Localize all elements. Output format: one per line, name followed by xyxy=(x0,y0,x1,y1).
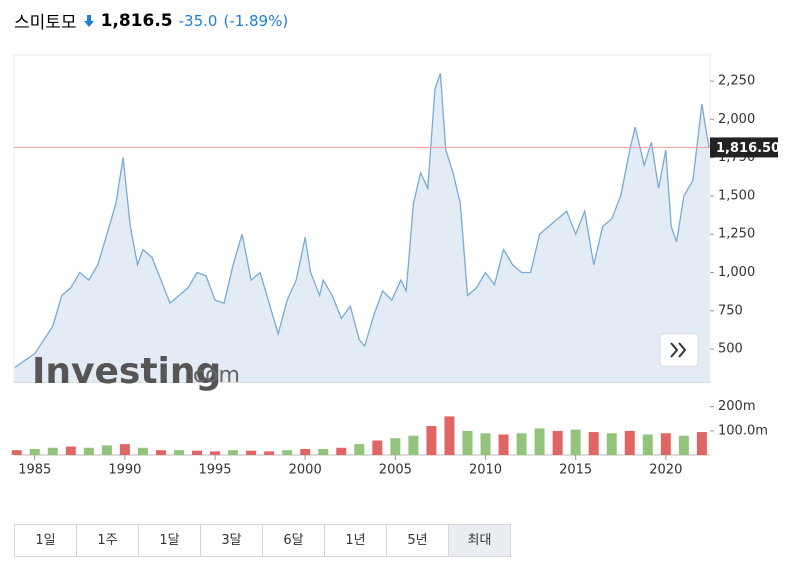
volume-bar xyxy=(318,448,329,455)
y-tick-label: 200m xyxy=(718,399,755,414)
y-tick-label: 1,250 xyxy=(718,227,755,242)
header: 스미토모 1,816.5 -35.0 (-1.89%) xyxy=(14,8,289,34)
instrument-name: 스미토모 xyxy=(14,13,77,33)
y-tick-label: 1,000 xyxy=(718,265,755,280)
volume-bar xyxy=(696,432,707,455)
volume-bar xyxy=(155,450,166,455)
volume-bar xyxy=(29,448,40,455)
volume-bar xyxy=(462,430,473,455)
chart: 5007501,0001,2501,5001,7502,0002,2501,81… xyxy=(11,54,780,478)
x-tick-label: 2020 xyxy=(649,463,682,478)
watermark: Investing .com xyxy=(32,351,240,392)
volume-bar xyxy=(246,450,257,455)
volume-bar xyxy=(408,435,419,455)
range-buttons: 1일 1주 1달 3달 6달 1년 5년 최대 xyxy=(14,524,511,557)
watermark-suffix: .com xyxy=(186,363,240,388)
volume-bar xyxy=(11,450,22,455)
price-area xyxy=(14,73,710,383)
volume-bar xyxy=(516,433,527,455)
range-button[interactable]: 3달 xyxy=(201,525,263,556)
volume-bar xyxy=(390,438,401,455)
volume-bar xyxy=(588,432,599,455)
volume-bar xyxy=(606,433,617,455)
range-button[interactable]: 5년 xyxy=(387,525,449,556)
volume-bar xyxy=(552,430,563,455)
volume-bar xyxy=(354,444,365,455)
watermark-main: Investing xyxy=(32,351,221,392)
y-tick-label: 2,250 xyxy=(718,74,755,89)
volume-bar xyxy=(65,446,76,455)
volume-bar xyxy=(660,433,671,455)
range-button[interactable]: 1달 xyxy=(139,525,201,556)
volume-bar xyxy=(210,451,221,455)
x-tick-label: 1995 xyxy=(198,463,231,478)
volume-bar xyxy=(101,445,112,455)
volume-bar xyxy=(372,440,383,455)
volume-bar xyxy=(444,416,455,455)
volume-bar xyxy=(264,451,275,455)
volume-bar xyxy=(570,429,581,455)
price-tag xyxy=(710,137,778,158)
x-tick-label: 1990 xyxy=(108,463,141,478)
y-tick-label: 100.0m xyxy=(718,423,768,438)
price-tag-label: 1,816.50 xyxy=(716,141,780,156)
x-tick-label: 1985 xyxy=(18,463,51,478)
volume-bar xyxy=(228,450,239,455)
price-line xyxy=(14,73,710,368)
change-percent: (-1.89%) xyxy=(223,11,289,30)
volume-bar xyxy=(300,448,311,455)
volume-bar xyxy=(336,447,347,455)
x-tick-label: 2010 xyxy=(469,463,502,478)
volume-bar xyxy=(678,435,689,455)
range-button[interactable]: 최대 xyxy=(449,525,510,556)
volume-bar xyxy=(119,444,130,455)
y-tick-label: 2,000 xyxy=(718,112,755,127)
volume-bar xyxy=(480,433,491,455)
expand-button[interactable] xyxy=(659,333,699,367)
y-tick-label: 1,500 xyxy=(718,188,755,203)
volume-bar xyxy=(137,447,148,455)
x-tick-label: 2015 xyxy=(559,463,592,478)
range-button[interactable]: 1일 xyxy=(15,525,77,556)
range-button[interactable]: 1주 xyxy=(77,525,139,556)
volume-bar xyxy=(426,426,437,455)
volume-bar xyxy=(642,434,653,455)
y-tick-label: 750 xyxy=(718,303,743,318)
volume-bar xyxy=(47,447,58,455)
x-tick-label: 2000 xyxy=(289,463,322,478)
range-button[interactable]: 1년 xyxy=(325,525,387,556)
volume-bar xyxy=(498,434,509,455)
price: 1,816.5 xyxy=(100,10,173,31)
volume-bar xyxy=(624,430,635,455)
range-button[interactable]: 6달 xyxy=(263,525,325,556)
volume-bar xyxy=(282,450,293,455)
down-arrow xyxy=(83,14,94,27)
y-tick-label: 500 xyxy=(718,342,743,357)
volume-bar xyxy=(173,450,184,455)
volume-bar xyxy=(192,450,203,455)
volume-bar xyxy=(534,428,545,455)
x-tick-label: 2005 xyxy=(379,463,412,478)
change: -35.0 xyxy=(178,11,218,30)
volume-bar xyxy=(83,447,94,455)
